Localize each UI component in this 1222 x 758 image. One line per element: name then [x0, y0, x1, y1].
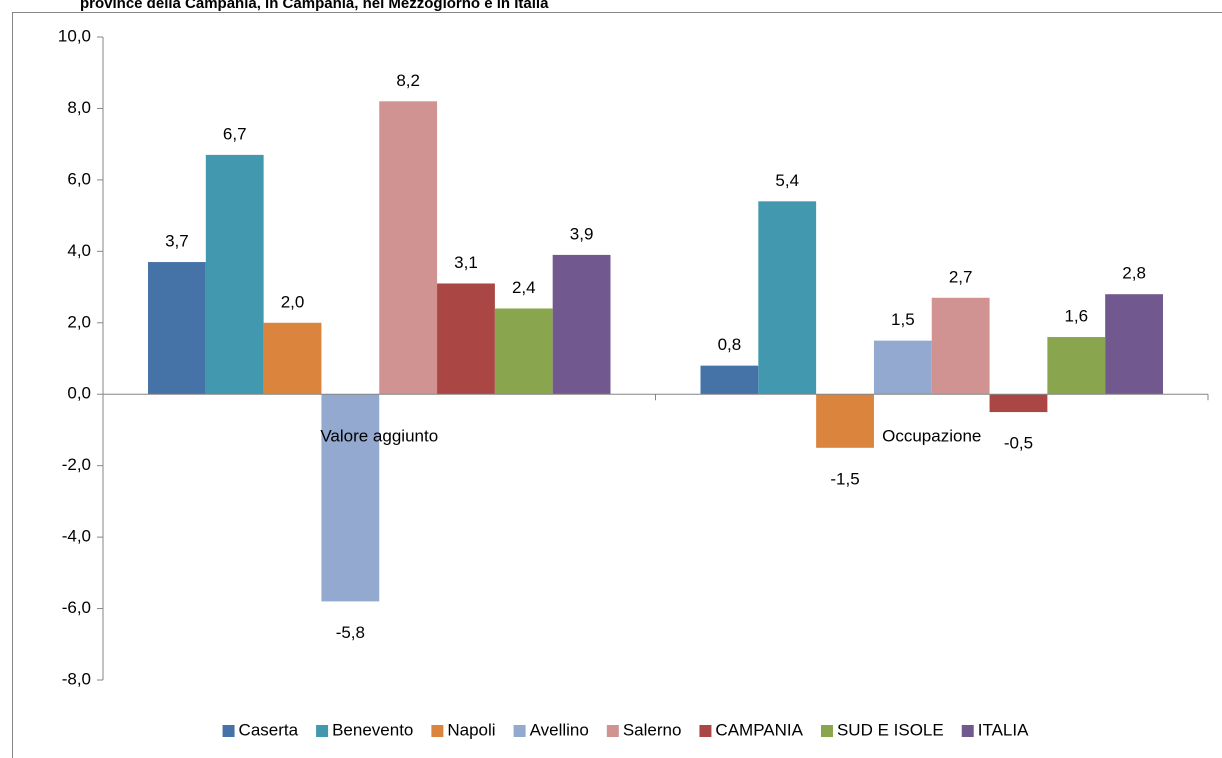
legend-label: Salerno: [623, 720, 682, 739]
bar: [263, 322, 322, 395]
data-label: -5,8: [336, 623, 365, 642]
y-tick-label: 4,0: [67, 241, 91, 260]
data-label: 0,8: [718, 335, 742, 354]
data-label: 2,0: [281, 292, 305, 311]
data-label: 3,1: [454, 253, 478, 272]
legend-swatch: [513, 725, 526, 737]
legend-swatch: [431, 725, 444, 737]
y-tick-label: -8,0: [62, 669, 91, 688]
legend-label: Benevento: [332, 720, 413, 739]
legend-label: SUD E ISOLE: [837, 720, 944, 739]
x-tick-label: Occupazione: [882, 427, 981, 446]
bar: [552, 254, 611, 395]
bar: [205, 154, 264, 395]
legend-swatch: [316, 725, 329, 737]
bar: [321, 394, 380, 602]
bar: [1105, 294, 1163, 395]
x-tick-label: Valore aggiunto: [320, 427, 438, 446]
bar: [758, 201, 817, 395]
data-label: 8,2: [396, 71, 420, 90]
y-tick-label: 10,0: [58, 26, 91, 45]
data-label: -1,5: [830, 469, 859, 488]
bar: [931, 297, 990, 395]
legend-swatch: [699, 725, 712, 737]
bar: [1047, 337, 1106, 395]
data-label: 2,4: [512, 278, 536, 297]
data-label: 1,5: [891, 310, 915, 329]
data-label: 6,7: [223, 124, 247, 143]
bar: [873, 340, 932, 395]
data-label: 5,4: [775, 171, 799, 190]
y-tick-label: 0,0: [67, 384, 91, 403]
legend-swatch: [820, 725, 833, 737]
bar: [148, 262, 206, 395]
bar: [700, 365, 759, 395]
y-tick-label: -2,0: [62, 455, 91, 474]
bar: [379, 101, 438, 395]
legend-swatch: [961, 725, 974, 737]
y-tick-label: 8,0: [67, 98, 91, 117]
legend-label: Avellino: [530, 720, 589, 739]
data-label: 3,9: [570, 224, 594, 243]
legend-label: CAMPANIA: [715, 720, 803, 739]
legend-swatch: [222, 725, 235, 737]
data-label: 3,7: [165, 232, 189, 251]
data-label: -0,5: [1004, 434, 1033, 453]
bar: [989, 394, 1048, 413]
chart-title: province della Campania, in Campania, ne…: [80, 0, 549, 12]
legend-label: Caserta: [239, 720, 299, 739]
data-label: 2,8: [1122, 264, 1146, 283]
y-tick-label: -6,0: [62, 598, 91, 617]
bar: [494, 308, 553, 395]
legend-label: Napoli: [447, 720, 495, 739]
bar: [816, 394, 874, 448]
y-tick-label: 2,0: [67, 312, 91, 331]
data-label: 2,7: [949, 267, 973, 286]
chart-border: [12, 12, 1222, 758]
legend-label: ITALIA: [978, 720, 1029, 739]
y-tick-label: -4,0: [62, 527, 91, 546]
data-label: 1,6: [1064, 307, 1088, 326]
y-tick-label: 6,0: [67, 169, 91, 188]
legend-swatch: [606, 725, 619, 737]
bar: [437, 283, 495, 395]
